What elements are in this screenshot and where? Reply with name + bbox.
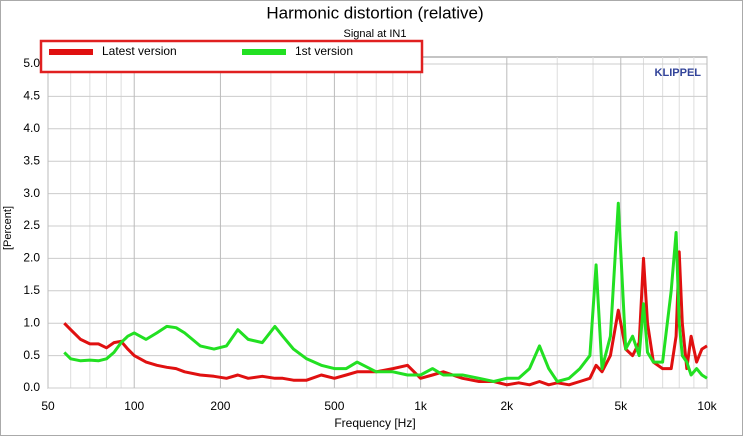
y-tick-label: 0.0 xyxy=(23,380,40,394)
x-tick-label: 2k xyxy=(500,399,514,413)
series-line xyxy=(63,201,708,383)
legend-label: Latest version xyxy=(102,44,177,58)
x-tick-label: 200 xyxy=(210,399,230,413)
y-tick-label: 1.5 xyxy=(23,283,40,297)
y-tick-label: 3.5 xyxy=(23,153,40,167)
x-tick-label: 100 xyxy=(124,399,144,413)
y-tick-label: 2.0 xyxy=(23,251,40,265)
y-tick-label: 4.0 xyxy=(23,121,40,135)
y-tick-label: 0.5 xyxy=(23,348,40,362)
watermark: KLIPPEL xyxy=(655,67,702,79)
x-tick-label: 5k xyxy=(614,399,628,413)
y-axis-label: [Percent] xyxy=(2,206,14,250)
x-axis-label: Frequency [Hz] xyxy=(334,416,415,430)
y-tick-label: 1.0 xyxy=(23,315,40,329)
legend-box xyxy=(39,39,424,74)
legend-label: 1st version xyxy=(295,44,353,58)
x-tick-label: 1k xyxy=(414,399,428,413)
y-tick-label: 2.5 xyxy=(23,218,40,232)
x-tick-label: 10k xyxy=(697,399,717,413)
y-tick-label: 3.0 xyxy=(23,186,40,200)
y-tick-label: 5.0 xyxy=(23,56,40,70)
x-tick-label: 500 xyxy=(324,399,344,413)
series-line xyxy=(63,250,708,387)
chart-title: Harmonic distortion (relative) xyxy=(266,3,483,22)
x-tick-label: 50 xyxy=(41,399,55,413)
chart-subtitle: Signal at IN1 xyxy=(344,28,407,40)
y-tick-label: 4.5 xyxy=(23,89,40,103)
